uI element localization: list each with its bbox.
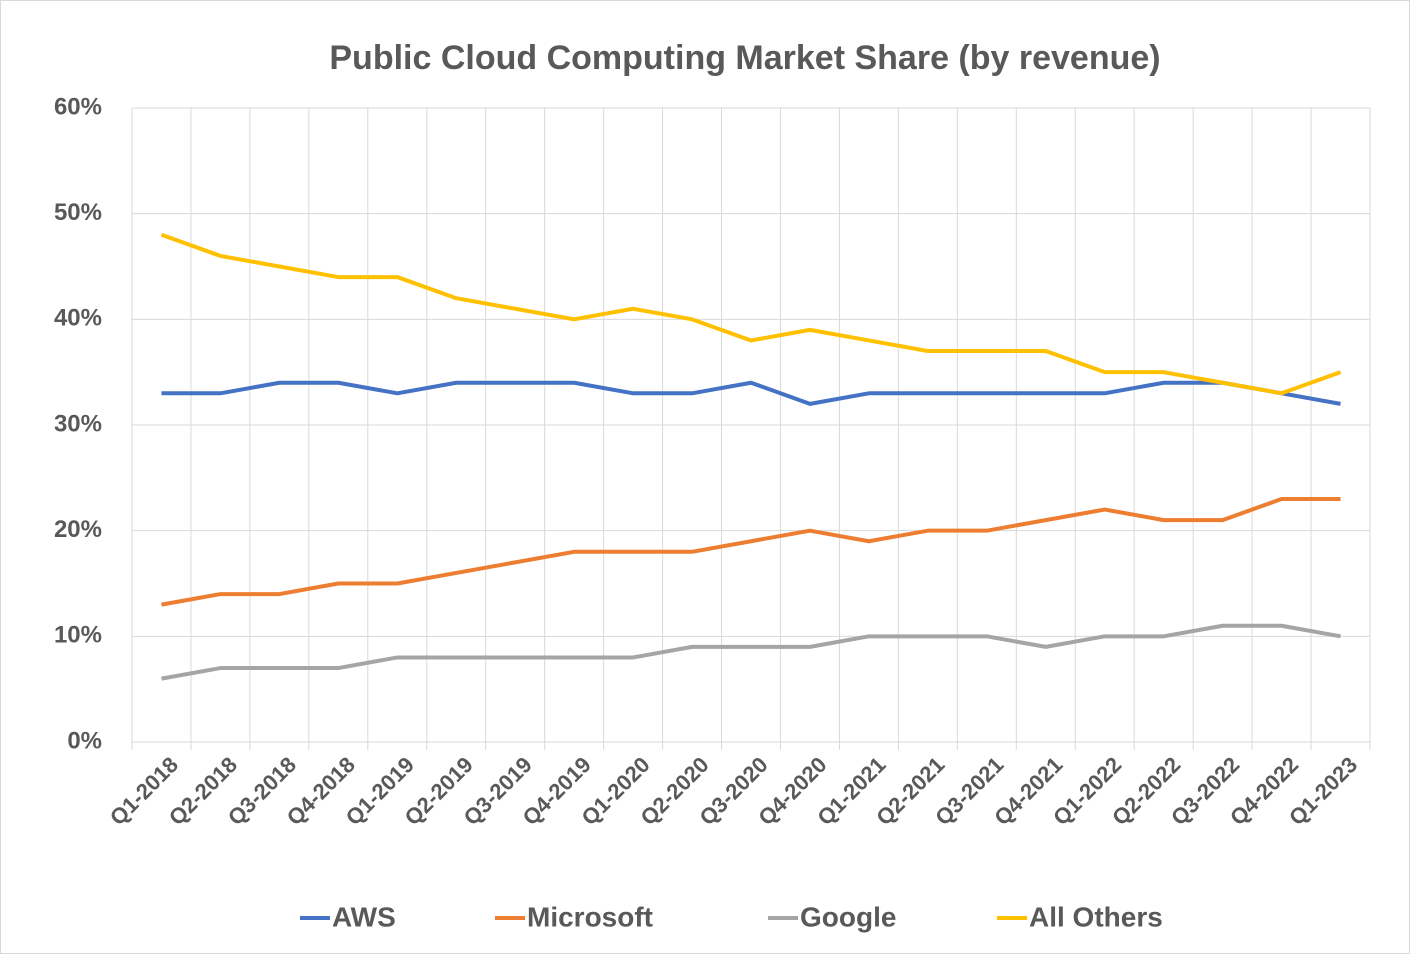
- legend-label: Google: [800, 901, 896, 932]
- y-tick-label: 30%: [54, 410, 102, 437]
- y-tick-label: 40%: [54, 305, 102, 332]
- y-tick-label: 50%: [54, 199, 102, 226]
- series-line: [161, 380, 1341, 406]
- legend-label: Microsoft: [527, 901, 653, 932]
- y-tick-label: 10%: [54, 622, 102, 649]
- chart-title: Public Cloud Computing Market Share (by …: [329, 39, 1160, 77]
- y-tick-label: 20%: [54, 516, 102, 543]
- y-tick-label: 60%: [54, 93, 102, 120]
- legend-label: All Others: [1029, 901, 1163, 932]
- y-tick-label: 0%: [67, 727, 102, 754]
- series-line: [160, 232, 1342, 396]
- series-line: [161, 623, 1341, 681]
- legend-label: AWS: [332, 901, 396, 932]
- series-line: [161, 496, 1341, 607]
